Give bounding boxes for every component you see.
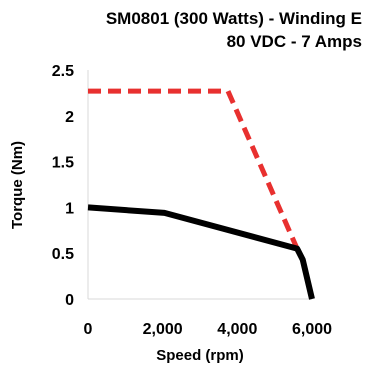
- chart-title-line-1: SM0801 (300 Watts) - Winding E: [106, 9, 362, 28]
- x-axis-label: Speed (rpm): [156, 347, 244, 364]
- y-tick-label: 0: [65, 292, 74, 309]
- x-tick-label: 2,000: [143, 321, 183, 338]
- y-tick-label: 0.5: [52, 246, 74, 263]
- y-tick-label: 2: [65, 109, 74, 126]
- x-tick-labels: 0 2,000 4,000 6,000: [84, 321, 333, 338]
- plot-area: [87, 70, 312, 300]
- dashed-red-series-line: [88, 88, 300, 250]
- chart-title-line-2: 80 VDC - 7 Amps: [227, 32, 362, 51]
- series-group: [87, 88, 315, 300]
- x-tick-label: 6,000: [292, 321, 332, 338]
- solid-black-series-line: [87, 204, 315, 300]
- y-axis-label: Torque (Nm): [9, 141, 26, 229]
- y-tick-label: 2.5: [52, 63, 74, 80]
- y-tick-labels: 0 0.5 1 1.5 2 2.5: [52, 63, 74, 309]
- x-tick-label: 4,000: [217, 321, 257, 338]
- y-tick-label: 1: [65, 200, 74, 217]
- x-tick-label: 0: [84, 321, 93, 338]
- y-tick-label: 1.5: [52, 155, 74, 172]
